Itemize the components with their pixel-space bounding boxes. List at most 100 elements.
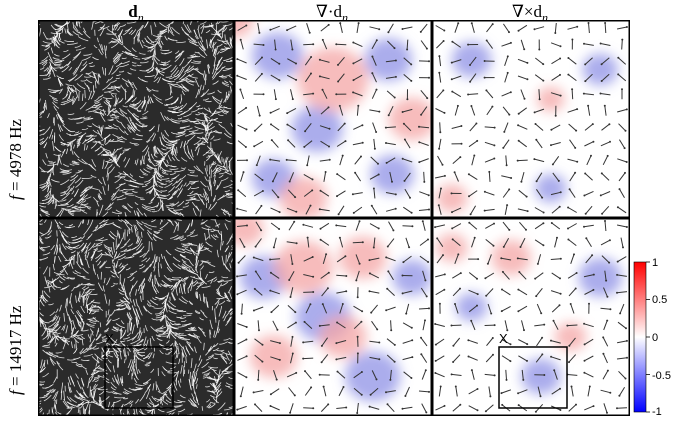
streamline	[231, 243, 234, 247]
streamline	[186, 24, 192, 33]
vector-arrow-head	[378, 341, 381, 344]
streamline	[149, 132, 155, 139]
vector-arrow-head	[375, 88, 378, 91]
streamline	[154, 49, 156, 56]
vector-arrow-head	[237, 261, 240, 264]
streamline	[200, 309, 205, 314]
streamline	[157, 30, 168, 35]
vector-arrow-head	[551, 163, 554, 166]
vector-arrow	[505, 369, 507, 380]
streamline	[41, 412, 45, 416]
vector-arrow	[272, 320, 278, 330]
streamline	[114, 22, 121, 27]
streamline	[208, 64, 211, 69]
streamline	[212, 228, 220, 232]
vector-arrow	[319, 208, 330, 212]
streamline	[77, 310, 83, 317]
vector-arrow-head	[370, 311, 373, 314]
streamline	[133, 378, 138, 384]
streamline	[95, 252, 103, 260]
vector-arrow-head	[341, 154, 344, 157]
streamline	[151, 62, 154, 68]
vector-arrow	[353, 321, 362, 330]
vector-arrow-head	[438, 147, 441, 150]
streamline	[67, 113, 75, 115]
streamline	[48, 351, 54, 354]
streamline	[118, 214, 120, 218]
streamline	[138, 39, 144, 49]
streamline	[186, 67, 195, 73]
vector-arrow-head	[401, 28, 404, 30]
vector-arrow	[390, 320, 392, 331]
streamline	[209, 319, 213, 330]
vector-arrow-head	[243, 245, 246, 248]
field-blob	[364, 38, 413, 81]
vector-arrow	[337, 56, 345, 66]
streamline	[73, 67, 79, 76]
streamline	[144, 37, 150, 44]
streamline	[217, 402, 226, 411]
streamline	[98, 204, 104, 216]
vector-arrow-head	[402, 122, 405, 125]
vector-arrow	[253, 257, 264, 262]
streamline	[88, 61, 94, 64]
vector-arrow	[617, 57, 627, 65]
streamline	[88, 403, 91, 414]
vector-arrow-head	[454, 303, 456, 305]
streamline	[185, 131, 194, 137]
vector-arrow	[436, 90, 444, 99]
vector-arrow-head	[550, 222, 553, 224]
streamline	[64, 40, 75, 42]
streamline	[227, 350, 233, 358]
streamline	[85, 78, 93, 84]
streamline	[159, 343, 165, 347]
streamline	[46, 359, 49, 365]
vector-arrow	[240, 171, 244, 182]
vector-arrow-head	[342, 386, 345, 388]
vector-arrow	[389, 171, 393, 182]
streamline	[127, 79, 134, 86]
streamline	[127, 203, 133, 209]
streamline	[214, 353, 224, 355]
streamline	[38, 396, 45, 399]
inset-box-director	[104, 346, 174, 409]
vector-arrow-head	[567, 227, 569, 230]
vector-arrow	[385, 208, 396, 212]
vector-arrow-head	[470, 319, 473, 322]
streamline	[185, 356, 187, 364]
vector-arrow-head	[473, 236, 476, 239]
streamline	[76, 138, 82, 146]
vector-arrow	[438, 138, 442, 149]
streamline	[199, 40, 207, 51]
streamline	[179, 58, 185, 67]
streamline	[127, 410, 131, 416]
vector-arrow-head	[592, 405, 595, 408]
vector-arrow	[419, 239, 429, 246]
streamline	[108, 166, 115, 174]
streamline	[147, 384, 151, 389]
streamline	[43, 61, 48, 67]
streamline	[124, 192, 133, 195]
streamline	[156, 196, 168, 199]
vector-arrow	[486, 23, 494, 33]
vector-arrow	[468, 339, 478, 344]
streamline	[110, 381, 117, 389]
vector-arrow	[585, 238, 592, 248]
vector-arrow	[369, 356, 380, 360]
streamline	[106, 391, 113, 393]
vector-arrow	[270, 388, 280, 395]
streamline	[66, 226, 76, 228]
vector-arrow-head	[322, 385, 325, 388]
streamline	[227, 286, 232, 294]
streamline	[38, 97, 39, 101]
streamline	[40, 359, 43, 369]
streamline	[71, 97, 75, 104]
streamline	[55, 23, 63, 27]
streamline	[140, 295, 142, 302]
streamline	[215, 63, 219, 71]
streamline	[172, 180, 178, 186]
vector-arrow-head	[559, 387, 561, 390]
streamline	[52, 101, 60, 109]
vector-arrow	[468, 140, 478, 148]
streamline	[191, 268, 196, 273]
